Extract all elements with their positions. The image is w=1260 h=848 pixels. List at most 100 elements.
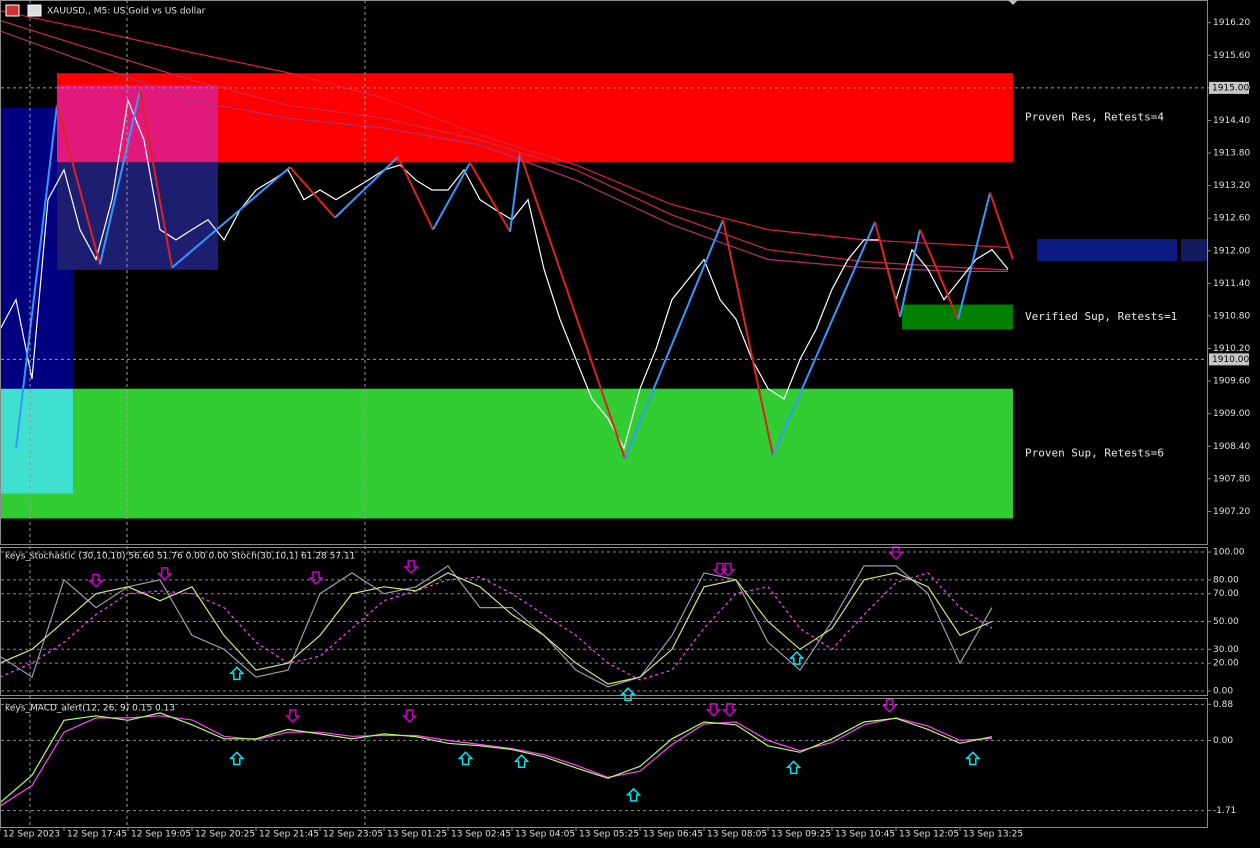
y-tick-label: 1913.80 xyxy=(1213,149,1250,159)
y-tick-label: 1911.40 xyxy=(1213,279,1250,289)
signal-arrow xyxy=(788,651,805,665)
x-tick-label: 12 Sep 17:45 xyxy=(67,830,127,840)
y-tick-label: 1915.60 xyxy=(1213,51,1250,61)
signal-arrow xyxy=(785,760,802,775)
frames xyxy=(0,0,1208,828)
zigzag-segment xyxy=(519,152,626,460)
zone xyxy=(56,162,219,270)
y-tick-label: 1913.20 xyxy=(1213,181,1250,191)
y-tick-label: 0.88 xyxy=(1213,700,1233,710)
zigzag-segment xyxy=(469,162,511,233)
zigzag-segment xyxy=(139,90,173,268)
shift-marker xyxy=(1008,0,1018,5)
panel-block xyxy=(1037,239,1177,261)
plot-area: Proven Sup, Retests=6 Proven Res, Retests… xyxy=(0,10,1250,840)
signal-arrow xyxy=(720,562,736,577)
x-tick-label: 12 Sep 2023 xyxy=(3,830,60,840)
zone-label: Proven Sup, Retests=6 xyxy=(1025,447,1164,460)
zone xyxy=(0,388,1013,519)
y-tick-label: 70.00 xyxy=(1213,589,1239,599)
zigzag-segment xyxy=(874,221,901,318)
x-tick-label: 12 Sep 23:05 xyxy=(323,830,383,840)
signal-arrow xyxy=(284,709,301,724)
series-line xyxy=(0,19,1009,271)
x-tick-label: 12 Sep 21:45 xyxy=(259,830,319,840)
x-tick-label: 13 Sep 10:45 xyxy=(835,830,895,840)
signal-arrow xyxy=(881,698,898,713)
signal-arrow xyxy=(308,571,324,586)
price-marker-label: 1915.00 xyxy=(1212,83,1249,93)
zigzag-segment xyxy=(334,156,399,219)
signal-arrow xyxy=(705,703,722,717)
x-tick-label: 12 Sep 20:25 xyxy=(195,830,255,840)
zigzag-segment xyxy=(55,104,101,265)
y-tick-label: 0.00 xyxy=(1213,736,1233,746)
signal-arrow xyxy=(513,754,530,768)
y-tick-label: 1916.20 xyxy=(1213,18,1250,28)
signal-arrow xyxy=(620,687,636,701)
chart-title: XAUUSD., M5: US Gold vs US dollar xyxy=(47,7,206,17)
y-tick-label: 1907.80 xyxy=(1213,474,1250,484)
signal-arrow xyxy=(88,574,104,588)
price-marker-label: 1910.00 xyxy=(1212,355,1249,365)
zone-label: Verified Sup, Retests=1 xyxy=(1025,310,1177,323)
price-frame xyxy=(0,0,1208,545)
y-tick-label: 1910.20 xyxy=(1213,344,1250,354)
series-line xyxy=(0,712,993,804)
indicator-title: keys_stochastic (30,10,10) 56.60 51.76 0… xyxy=(5,552,355,562)
y-tick-label: 1912.00 xyxy=(1213,246,1250,256)
indicator-title: keys_MACD_alert(12, 26, 9) 0.15 0.13 xyxy=(5,704,175,714)
separators xyxy=(29,0,366,828)
signal-arrow xyxy=(401,709,418,724)
zigzag-segment xyxy=(772,221,876,456)
x-tick-label: 13 Sep 04:05 xyxy=(515,830,575,840)
signal-arrow xyxy=(228,751,245,766)
y-tick-label: 1914.40 xyxy=(1213,116,1250,126)
panel-block xyxy=(1181,239,1207,261)
y-tick-label: 1909.00 xyxy=(1213,409,1250,419)
signal-arrow xyxy=(964,751,981,766)
series-line xyxy=(0,30,1008,272)
zigzag-segment xyxy=(171,166,291,269)
series-line xyxy=(0,572,993,681)
y-tick-label: 1912.60 xyxy=(1213,214,1250,224)
x-tick-label: 13 Sep 09:25 xyxy=(771,830,831,840)
zigzag-segment xyxy=(432,162,471,231)
y-tick-label: 80.00 xyxy=(1213,575,1239,585)
signal-arrow xyxy=(156,567,173,581)
y-tick-label: 20.00 xyxy=(1213,659,1239,669)
y-tick-label: 50.00 xyxy=(1213,617,1239,627)
zigzag-segment xyxy=(624,219,724,460)
signal-arrow xyxy=(457,751,474,766)
zigzag-segment xyxy=(99,90,141,265)
y-tick-label: 100.00 xyxy=(1213,548,1245,558)
x-tick-label: 13 Sep 12:05 xyxy=(899,830,959,840)
series-line xyxy=(0,572,993,685)
y-tick-label: 1909.60 xyxy=(1213,377,1250,387)
price-marker-box xyxy=(1209,81,1249,94)
zone-label: Proven Res, Retests=4 xyxy=(1025,111,1164,124)
signal-arrow xyxy=(721,703,738,717)
series-line xyxy=(0,565,993,688)
zigzag-segment xyxy=(397,156,434,231)
y-tick-label: -1.71 xyxy=(1213,806,1236,816)
series-line xyxy=(0,715,993,807)
signal-arrow xyxy=(625,787,642,802)
stoch-frame xyxy=(0,547,1208,696)
zigzag-segment xyxy=(919,229,960,320)
zigzag-segment xyxy=(899,229,921,318)
y-tick-label: 30.00 xyxy=(1213,645,1239,655)
zigzag-segment xyxy=(289,166,336,219)
x-tick-label: 13 Sep 01:25 xyxy=(387,830,447,840)
macd-frame xyxy=(0,698,1208,828)
x-tick-label: 12 Sep 19:05 xyxy=(131,830,191,840)
zigzag-segment xyxy=(989,192,1014,260)
x-tick-label: 13 Sep 08:05 xyxy=(707,830,767,840)
x-tick-label: 13 Sep 02:45 xyxy=(451,830,511,840)
series-line xyxy=(0,98,1009,451)
symbol-icon xyxy=(5,4,20,17)
zigzag-segment xyxy=(722,219,774,456)
zigzag-segment xyxy=(509,152,521,232)
y-tick-label: 0.00 xyxy=(1213,686,1233,696)
zone xyxy=(0,388,73,494)
